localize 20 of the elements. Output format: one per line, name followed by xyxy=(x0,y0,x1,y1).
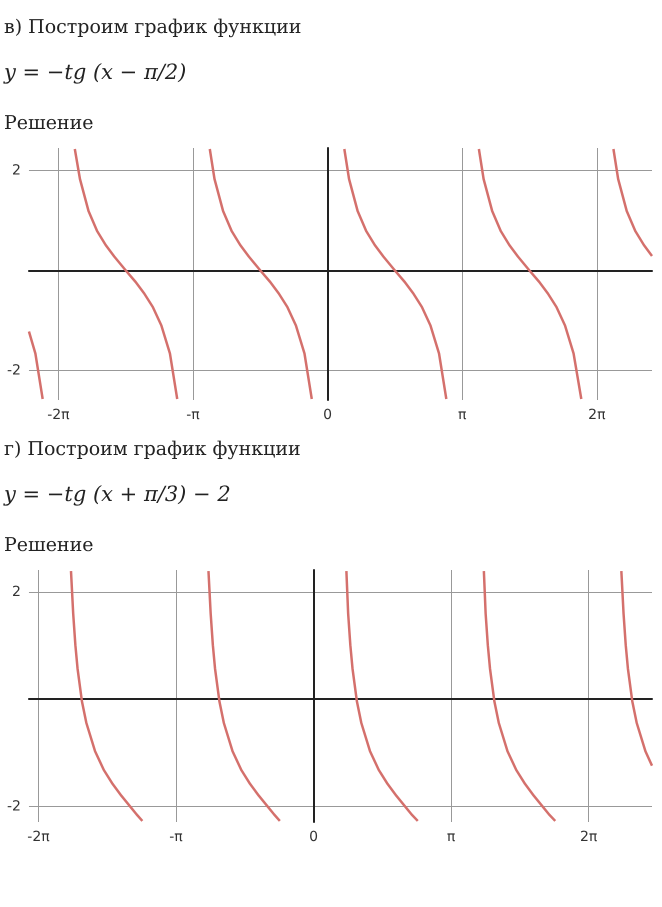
x-tick-label: -2π xyxy=(47,407,70,423)
chart-subtitle: y = −tg (x − π/2) xyxy=(4,59,188,84)
text: Решение xyxy=(4,111,95,136)
x-tick-label: 2π xyxy=(588,407,606,423)
chart-title: в) Построим график функции xyxy=(4,15,302,38)
chart-title: г) Построим график функции xyxy=(4,437,302,460)
x-tick-label: 2π xyxy=(580,829,598,845)
chart-subtitle: y = −tg (x + π/3) − 2 xyxy=(4,481,232,506)
y-tick-label: -2 xyxy=(6,798,21,814)
y-tick-label: 2 xyxy=(12,162,21,178)
x-tick-label: -π xyxy=(186,407,200,423)
y-tick-label: 2 xyxy=(12,584,21,600)
x-tick-label: π xyxy=(446,829,456,845)
x-tick-label: π xyxy=(458,407,468,423)
x-tick-label: 0 xyxy=(323,407,332,423)
text: Решение xyxy=(4,533,95,558)
y-tick-label: -2 xyxy=(6,362,21,378)
x-tick-label: -2π xyxy=(27,829,50,845)
x-tick-label: -π xyxy=(169,829,184,845)
x-tick-label: 0 xyxy=(309,829,318,845)
